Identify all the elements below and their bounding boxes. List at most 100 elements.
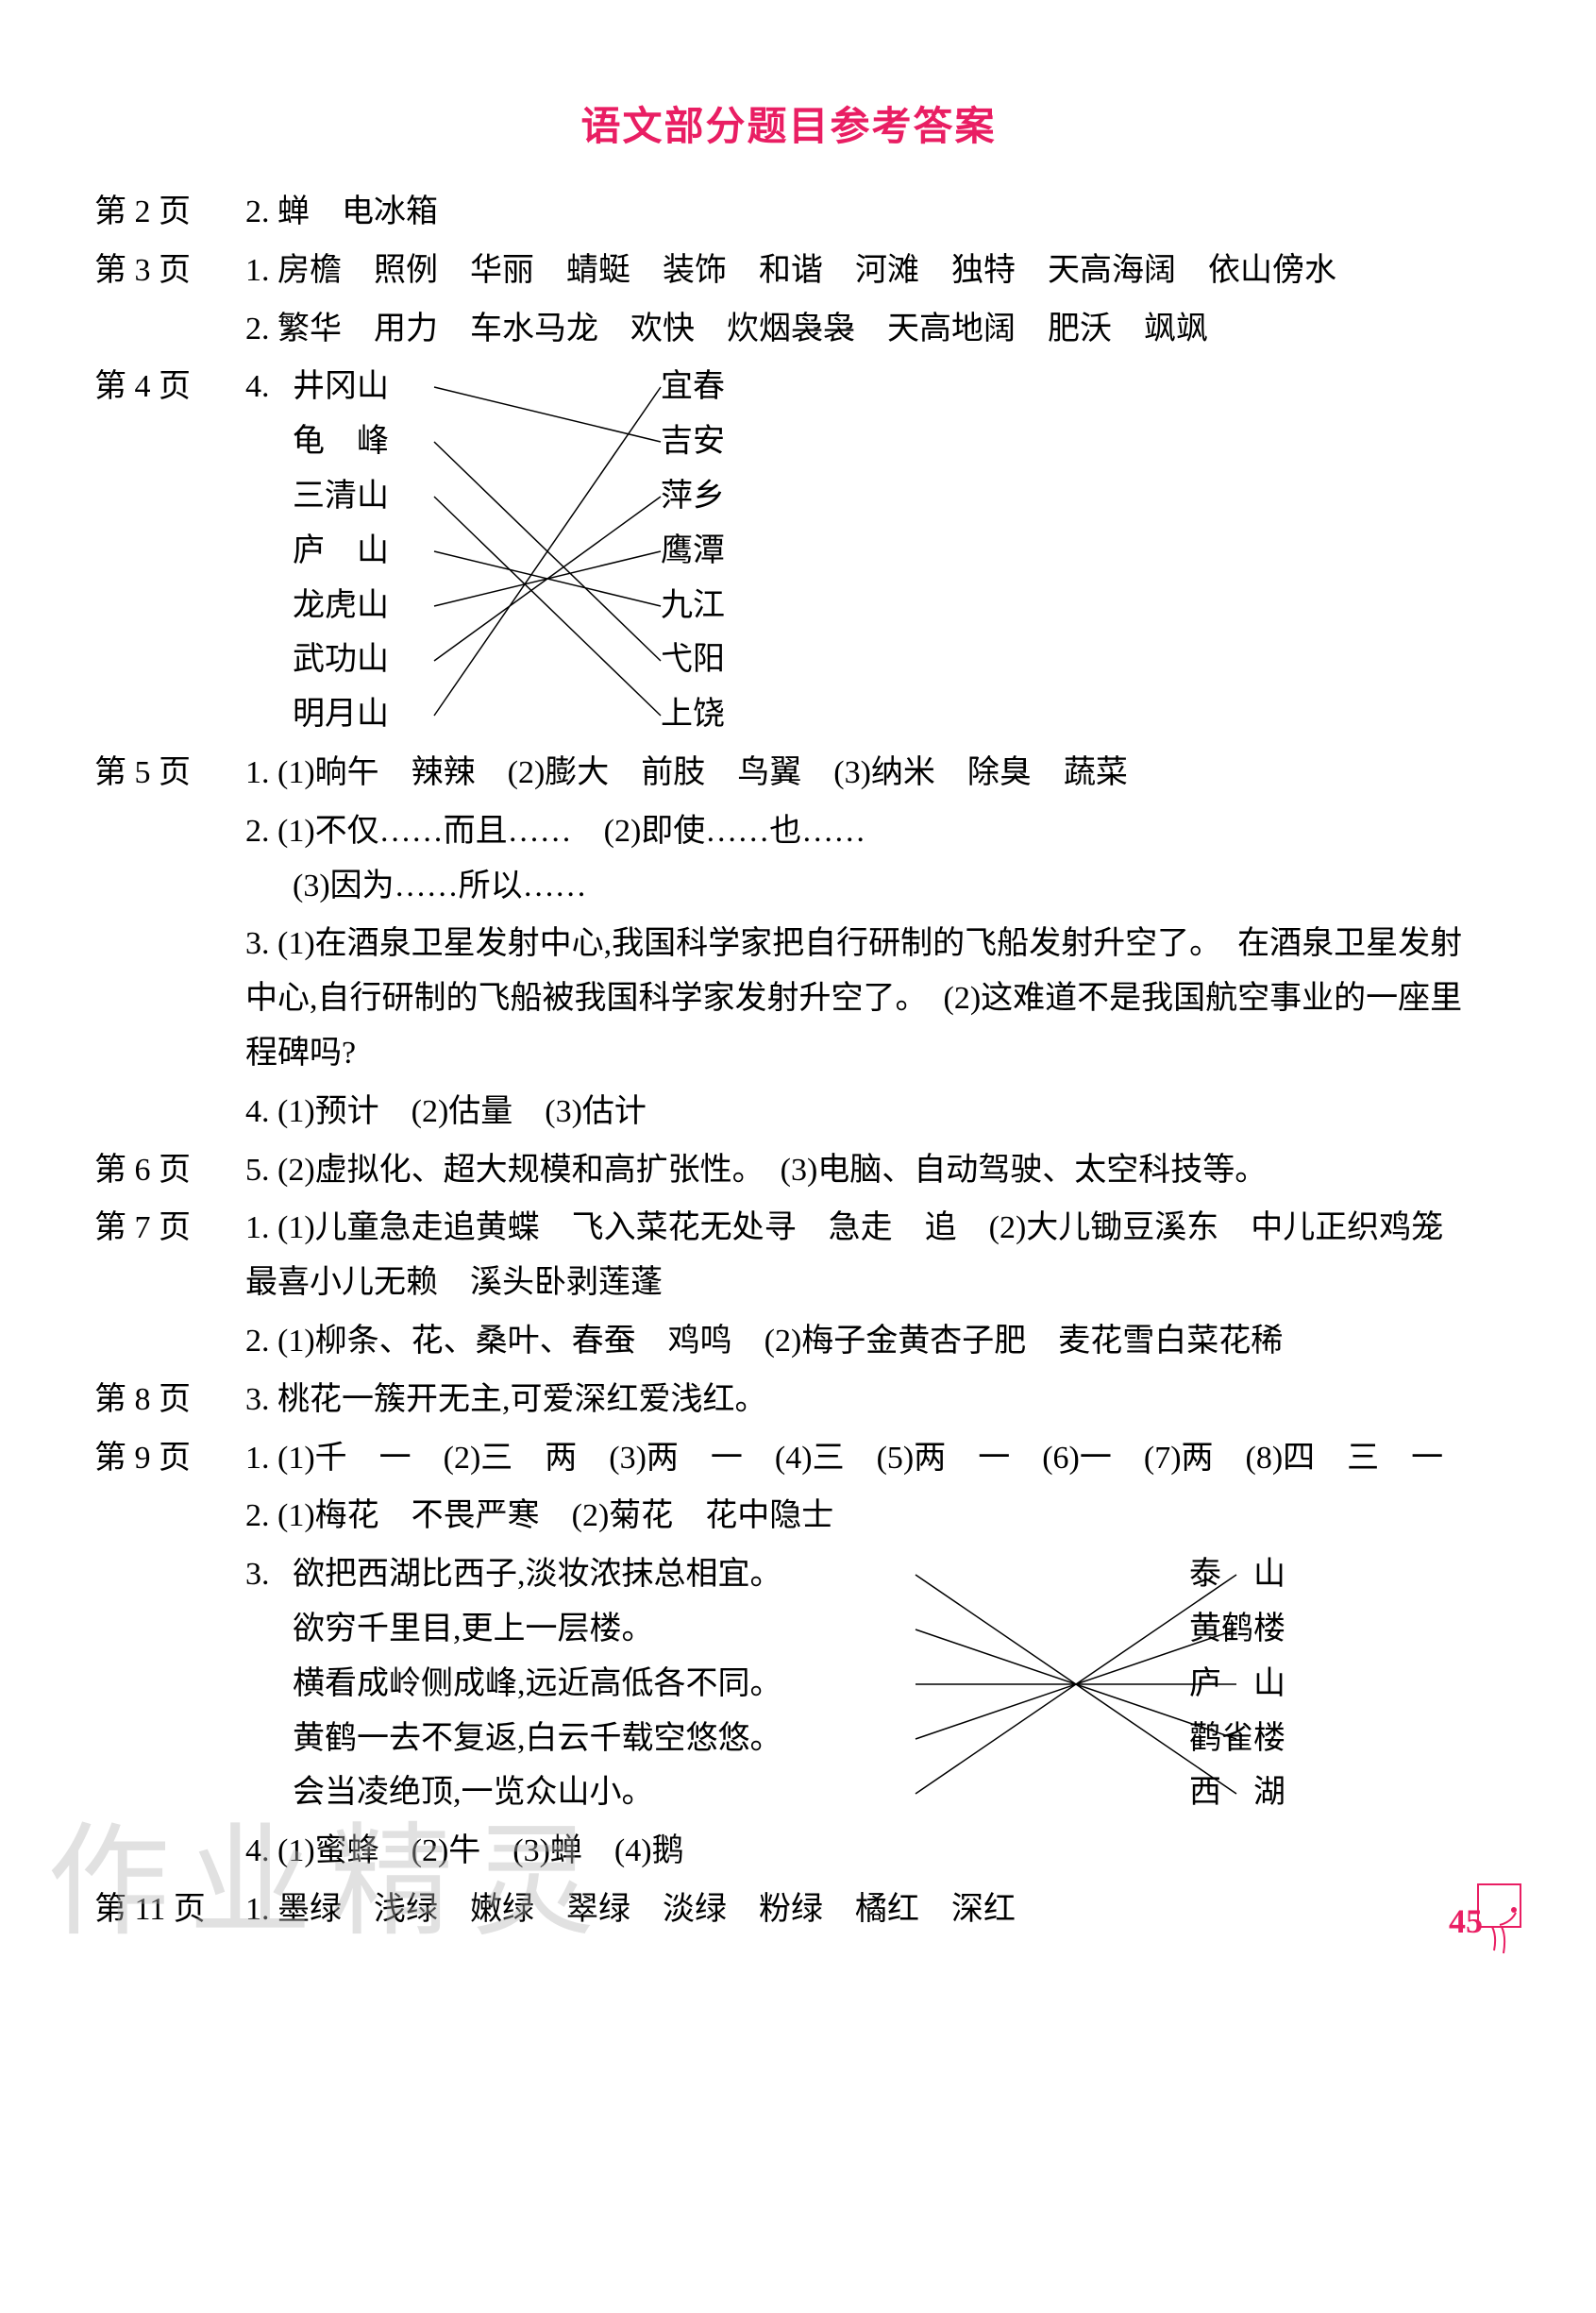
page-label: 第 7 页 [94, 1201, 245, 1256]
item-number: 1. [245, 253, 270, 288]
matching-right-item: 九江 [661, 579, 802, 633]
answer-text: 1. (1)晌午 辣辣 (2)膨大 前肢 鸟翼 (3)纳米 除臭 蔬菜 [245, 746, 1483, 801]
answer-content: 4.井冈山 宜春龟 峰 吉安三清山萍乡庐 山 鹰潭龙虎山 九江武功山弋阳明月山 上饶 [245, 360, 1483, 742]
answer-content: 4. (1)蜜蜂 (2)牛 (3)蝉 (4)鹅 [245, 1824, 1483, 1879]
item-number: 2. [245, 814, 270, 849]
item-number: 4. [245, 1833, 270, 1868]
matching-row: 黄鹤一去不复返,白云千载空悠悠。 鹳雀楼 [245, 1712, 1483, 1766]
item-number: 1. [245, 755, 270, 790]
answer-row: 第 11 页1. 墨绿 浅绿 嫩绿 翠绿 淡绿 粉绿 橘红 深红 [94, 1882, 1483, 1937]
answer-row: 第 4 页4.井冈山 宜春龟 峰 吉安三清山萍乡庐 山 鹰潭龙虎山 九江武功山弋阳明月山… [94, 360, 1483, 742]
item-number: 2. [245, 1498, 270, 1533]
answer-row: 第 6 页5. (2)虚拟化、超大规模和高扩张性。 (3)电脑、自动驾驶、太空科… [94, 1143, 1483, 1198]
matching-exercise: 4.井冈山 宜春龟 峰 吉安三清山萍乡庐 山 鹰潭龙虎山 九江武功山弋阳明月山 上饶 [245, 360, 1483, 742]
answer-text: 1. (1)千 一 (2)三 两 (3)两 一 (4)三 (5)两 一 (6)一… [245, 1431, 1483, 1486]
item-number: 2. [245, 312, 270, 346]
answer-row: 第 2 页2. 蝉 电冰箱 [94, 185, 1483, 240]
page-label: 第 4 页 [94, 360, 245, 414]
answer-text: 3. 桃花一簇开无主,可爱深红爱浅红。 [245, 1373, 1483, 1427]
page-label: 第 6 页 [94, 1143, 245, 1198]
answer-text: 4. (1)预计 (2)估量 (3)估计 [245, 1085, 1483, 1140]
matching-left-item: 三清山 [293, 469, 481, 524]
page-title: 语文部分题目参考答案 [94, 94, 1483, 152]
matching-row: 欲穷千里目,更上一层楼。黄鹤楼 [245, 1602, 1483, 1657]
answer-content: 3.欲把西湖比西子,淡妆浓抹总相宜。 泰 山欲穷千里目,更上一层楼。黄鹤楼横看成岭… [245, 1547, 1483, 1820]
answer-row: 3. (1)在酒泉卫星发射中心,我国科学家把自行研制的飞船发射升空了。 在酒泉卫… [94, 917, 1483, 1080]
item-number: 1. [245, 1441, 270, 1476]
answer-text: 2. (1)柳条、花、桑叶、春蚕 鸡鸣 (2)梅子金黄杏子肥 麦花雪白菜花稀 [245, 1314, 1483, 1369]
item-number: 2. [245, 194, 270, 229]
item-number: 1. [245, 1210, 270, 1245]
matching-right-item: 西 湖 [1189, 1765, 1321, 1820]
matching-left-item: 龙虎山 [293, 579, 481, 633]
answer-content: 5. (2)虚拟化、超大规模和高扩张性。 (3)电脑、自动驾驶、太空科技等。 [245, 1143, 1483, 1198]
answer-row: 第 5 页1. (1)晌午 辣辣 (2)膨大 前肢 鸟翼 (3)纳米 除臭 蔬菜 [94, 746, 1483, 801]
matching-left-item: 欲穷千里目,更上一层楼。 [293, 1602, 916, 1657]
answer-text: 1. (1)儿童急走追黄蝶 飞入菜花无处寻 急走 追 (2)大儿锄豆溪东 中儿正… [245, 1201, 1483, 1310]
item-number: 4. [245, 1094, 270, 1129]
matching-right-item: 宜春 [661, 360, 802, 414]
matching-left-item: 明月山 [293, 687, 481, 742]
answer-text: 1. 墨绿 浅绿 嫩绿 翠绿 淡绿 粉绿 橘红 深红 [245, 1882, 1483, 1937]
answer-row: 2. 繁华 用力 车水马龙 欢快 炊烟袅袅 天高地阔 肥沃 飒飒 [94, 302, 1483, 357]
page-label: 第 2 页 [94, 185, 245, 240]
matching-row: 明月山 上饶 [245, 687, 1483, 742]
answers-container: 第 2 页2. 蝉 电冰箱第 3 页1. 房檐 照例 华丽 蜻蜓 装饰 和谐 河… [94, 185, 1483, 1937]
answer-content: 1. 房檐 照例 华丽 蜻蜓 装饰 和谐 河滩 独特 天高海阔 依山傍水 [245, 244, 1483, 298]
matching-left-item: 井冈山 [293, 360, 481, 414]
answer-text: 5. (2)虚拟化、超大规模和高扩张性。 (3)电脑、自动驾驶、太空科技等。 [245, 1143, 1483, 1198]
matching-row: 横看成岭侧成峰,远近高低各不同。庐 山 [245, 1657, 1483, 1712]
matching-row: 龙虎山 九江 [245, 579, 1483, 633]
answer-row: 第 3 页1. 房檐 照例 华丽 蜻蜓 装饰 和谐 河滩 独特 天高海阔 依山傍… [94, 244, 1483, 298]
answer-text: 2. 蝉 电冰箱 [245, 185, 1483, 240]
answer-row: 第 9 页1. (1)千 一 (2)三 两 (3)两 一 (4)三 (5)两 一… [94, 1431, 1483, 1486]
matching-right-item: 庐 山 [1189, 1657, 1321, 1712]
page-label: 第 5 页 [94, 746, 245, 801]
answer-text: 1. 房檐 照例 华丽 蜻蜓 装饰 和谐 河滩 独特 天高海阔 依山傍水 [245, 244, 1483, 298]
matching-left-item: 会当凌绝顶,一览众山小。 [293, 1765, 916, 1820]
matching-row: 庐 山 鹰潭 [245, 524, 1483, 579]
matching-row: 武功山弋阳 [245, 633, 1483, 687]
answer-text: 4. (1)蜜蜂 (2)牛 (3)蝉 (4)鹅 [245, 1824, 1483, 1879]
answer-text: 3. (1)在酒泉卫星发射中心,我国科学家把自行研制的飞船发射升空了。 在酒泉卫… [245, 917, 1483, 1080]
item-number: 1. [245, 1892, 270, 1927]
answer-content: 3. 桃花一簇开无主,可爱深红爱浅红。 [245, 1373, 1483, 1427]
item-number: 2. [245, 1324, 270, 1359]
matching-row: 三清山萍乡 [245, 469, 1483, 524]
item-number: 4. [245, 360, 293, 414]
matching-right-item: 鹳雀楼 [1189, 1712, 1321, 1766]
answer-row: 2. (1)不仅……而且…… (2)即使……也……(3)因为……所以…… [94, 804, 1483, 914]
matching-left-item: 欲把西湖比西子,淡妆浓抹总相宜。 [293, 1547, 916, 1602]
page-label: 第 9 页 [94, 1431, 245, 1486]
page-label: 第 3 页 [94, 244, 245, 298]
matching-row: 会当凌绝顶,一览众山小。 西 湖 [245, 1765, 1483, 1820]
answer-content: 2. (1)柳条、花、桑叶、春蚕 鸡鸣 (2)梅子金黄杏子肥 麦花雪白菜花稀 [245, 1314, 1483, 1369]
crane-icon [1473, 1880, 1530, 1960]
matching-left-item: 武功山 [293, 633, 481, 687]
matching-left-item: 庐 山 [293, 524, 481, 579]
answer-row: 第 8 页3. 桃花一簇开无主,可爱深红爱浅红。 [94, 1373, 1483, 1427]
answer-row: 4. (1)蜜蜂 (2)牛 (3)蝉 (4)鹅 [94, 1824, 1483, 1879]
matching-row: 3.欲把西湖比西子,淡妆浓抹总相宜。 泰 山 [245, 1547, 1483, 1602]
item-number: 3. [245, 1547, 293, 1602]
page-label: 第 11 页 [94, 1882, 245, 1937]
answer-content: 2. (1)不仅……而且…… (2)即使……也……(3)因为……所以…… [245, 804, 1483, 914]
page-label: 第 8 页 [94, 1373, 245, 1427]
matching-right-item: 泰 山 [1189, 1547, 1321, 1602]
answer-text: 2. 繁华 用力 车水马龙 欢快 炊烟袅袅 天高地阔 肥沃 飒飒 [245, 302, 1483, 357]
matching-right-item: 吉安 [661, 414, 802, 469]
answer-row: 2. (1)梅花 不畏严寒 (2)菊花 花中隐士 [94, 1489, 1483, 1544]
answer-content: 2. 繁华 用力 车水马龙 欢快 炊烟袅袅 天高地阔 肥沃 飒飒 [245, 302, 1483, 357]
matching-left-item: 黄鹤一去不复返,白云千载空悠悠。 [293, 1712, 916, 1766]
answer-text: (3)因为……所以…… [245, 859, 1483, 914]
matching-right-item: 鹰潭 [661, 524, 802, 579]
answer-row: 4. (1)预计 (2)估量 (3)估计 [94, 1085, 1483, 1140]
answer-content: 3. (1)在酒泉卫星发射中心,我国科学家把自行研制的飞船发射升空了。 在酒泉卫… [245, 917, 1483, 1080]
answer-content: 1. (1)晌午 辣辣 (2)膨大 前肢 鸟翼 (3)纳米 除臭 蔬菜 [245, 746, 1483, 801]
matching-left-item: 龟 峰 [293, 414, 481, 469]
answer-content: 1. 墨绿 浅绿 嫩绿 翠绿 淡绿 粉绿 橘红 深红 [245, 1882, 1483, 1937]
answer-content: 1. (1)儿童急走追黄蝶 飞入菜花无处寻 急走 追 (2)大儿锄豆溪东 中儿正… [245, 1201, 1483, 1310]
item-number: 3. [245, 926, 270, 961]
matching-row: 龟 峰 吉安 [245, 414, 1483, 469]
matching-right-item: 上饶 [661, 687, 802, 742]
